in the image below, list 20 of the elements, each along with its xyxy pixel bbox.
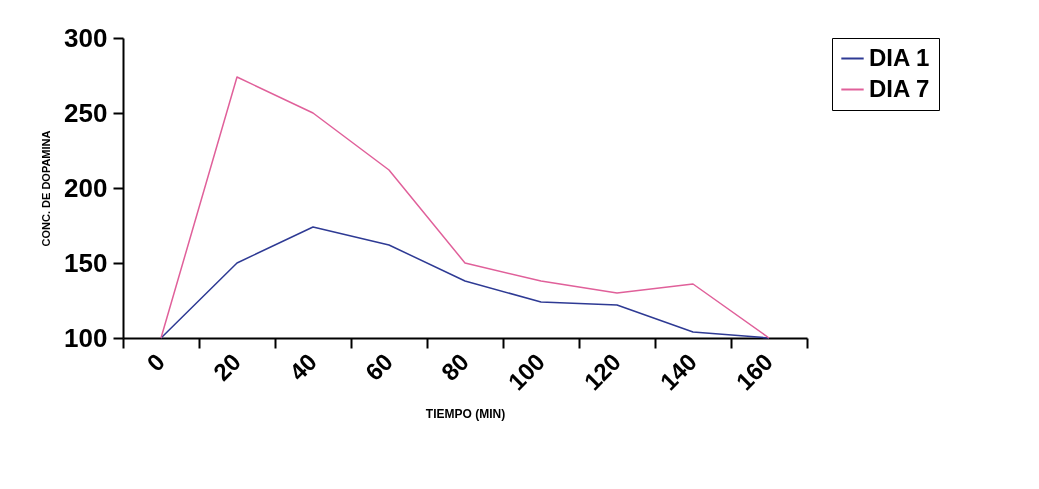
y-tick-label: 250: [64, 97, 108, 128]
x-tick-label: 0: [141, 347, 170, 377]
x-axis-title: TIEMPO (MIN): [425, 407, 506, 422]
x-tick-label: 100: [502, 347, 550, 396]
x-tick-label: 160: [730, 347, 778, 396]
y-tick-label: 150: [64, 247, 108, 278]
y-tick-label: 200: [64, 172, 108, 203]
y-tick-label: 100: [64, 322, 108, 353]
legend-label: DIA 1: [869, 43, 930, 71]
x-tick-label: 140: [654, 347, 702, 396]
x-tick-label: 120: [578, 347, 626, 396]
x-tick-label: 20: [208, 347, 246, 386]
line-series: [160, 76, 770, 339]
x-tick-label: 60: [360, 347, 398, 386]
y-axis-title: CONC. DE DOPAMINA: [40, 130, 53, 247]
legend-label: DIA 7: [869, 74, 930, 102]
y-tick-label: 300: [64, 22, 108, 53]
line-series: [160, 226, 770, 339]
x-tick-label: 40: [284, 347, 322, 386]
x-tick-label: 80: [436, 347, 474, 386]
